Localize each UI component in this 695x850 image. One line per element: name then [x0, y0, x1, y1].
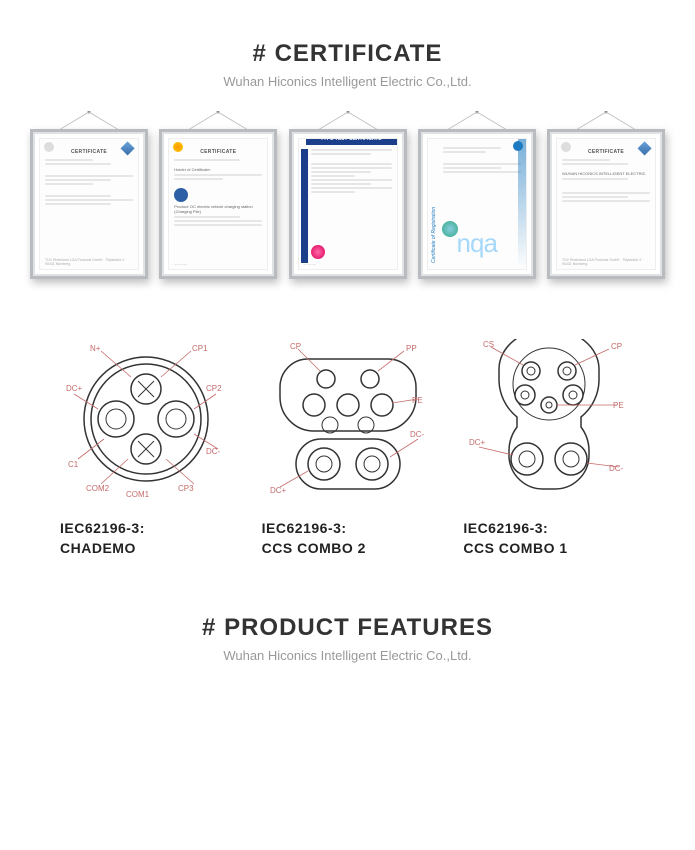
svg-text:CP: CP	[611, 342, 622, 351]
svg-text:PP: PP	[406, 344, 417, 353]
logo-circle-icon	[44, 142, 54, 152]
connector-std: IEC62196-3:	[262, 520, 347, 536]
svg-text:PE: PE	[412, 396, 423, 405]
svg-text:DC+: DC+	[66, 384, 83, 393]
svg-text:CP: CP	[290, 342, 301, 351]
svg-text:DC-: DC-	[206, 447, 221, 456]
connector-item: CP PP PE DC- DC+ IEC62196-3: CCS COMBO 2	[262, 339, 434, 558]
svg-text:DC-: DC-	[410, 430, 425, 439]
cert-heading: TYPE TEST CERTIFICATE	[306, 138, 397, 145]
connector-label: IEC62196-3: CCS COMBO 2	[262, 519, 434, 558]
connector-item: CS CP PE DC+ DC- IEC62196-3: CCS COMBO 1	[463, 339, 635, 558]
connectors-row: N+ CP1 DC+ CP2 C1 COM2 CP3 DC- COM1 IEC62196…	[0, 299, 695, 568]
certificate-inner: TYPE TEST CERTIFICATE — — —	[289, 129, 407, 279]
certificate-frame: TYPE TEST CERTIFICATE — — —	[289, 129, 407, 279]
svg-text:COM1: COM1	[126, 490, 150, 499]
certificate-paper: CERTIFICATE WUHAN HICONICS INTELLIGENT E…	[556, 138, 656, 270]
logo-circle-icon	[561, 142, 571, 152]
connector-std: IEC62196-3:	[60, 520, 145, 536]
blue-sidestrip	[301, 149, 308, 263]
certificate-frame: Certificate of Registration nqa	[418, 129, 536, 279]
certificate-subtitle: Wuhan Hiconics Intelligent Electric Co.,…	[0, 74, 695, 89]
certificate-header: # CERTIFICATE Wuhan Hiconics Intelligent…	[0, 0, 695, 99]
svg-text:COM2: COM2	[86, 484, 110, 493]
certificate-title: # CERTIFICATE	[0, 40, 695, 68]
features-title: # PRODUCT FEATURES	[0, 614, 695, 642]
svg-text:PE: PE	[613, 401, 624, 410]
certificate-inner: Certificate of Registration nqa	[418, 129, 536, 279]
cert-heading: CERTIFICATE	[174, 149, 262, 155]
svg-text:C1: C1	[68, 460, 79, 469]
connector-item: N+ CP1 DC+ CP2 C1 COM2 CP3 DC- COM1 IEC62196…	[60, 339, 232, 558]
svg-text:N+: N+	[90, 344, 101, 353]
certificate-frame: CERTIFICATE WUHAN HICONICS INTELLIGENT E…	[547, 129, 665, 279]
cert-heading: CERTIFICATE	[45, 149, 133, 155]
svg-text:CP3: CP3	[178, 484, 194, 493]
connector-name: CCS COMBO 2	[262, 540, 366, 556]
certificate-row: CERTIFICATE TÜV Rheinland LGA Products G…	[0, 99, 695, 299]
connector-label: IEC62196-3: CCS COMBO 1	[463, 519, 635, 558]
connector-diagram-ccs2: CP PP PE DC- DC+	[268, 339, 428, 499]
certificate-frame: CERTIFICATE Holder of Certificate: Produ…	[159, 129, 277, 279]
svg-text:DC+: DC+	[469, 438, 486, 447]
certificate-inner: CERTIFICATE WUHAN HICONICS INTELLIGENT E…	[547, 129, 665, 279]
certificate-inner: CERTIFICATE Holder of Certificate: Produ…	[159, 129, 277, 279]
connector-name: CCS COMBO 1	[463, 540, 567, 556]
certificate-frame: CERTIFICATE TÜV Rheinland LGA Products G…	[30, 129, 148, 279]
connector-name: CHADEMO	[60, 540, 136, 556]
seal-icon	[311, 245, 325, 259]
svg-text:CP1: CP1	[192, 344, 208, 353]
features-subtitle: Wuhan Hiconics Intelligent Electric Co.,…	[0, 648, 695, 663]
nqa-watermark: nqa	[428, 228, 526, 259]
cert-heading: CERTIFICATE	[562, 149, 650, 155]
connector-diagram-chademo: N+ CP1 DC+ CP2 C1 COM2 CP3 DC- COM1	[66, 339, 226, 499]
certificate-paper: CERTIFICATE Holder of Certificate: Produ…	[168, 138, 268, 270]
connector-diagram-ccs1: CS CP PE DC+ DC-	[469, 339, 629, 499]
features-header: # PRODUCT FEATURES Wuhan Hiconics Intell…	[0, 568, 695, 673]
svg-text:CP2: CP2	[206, 384, 222, 393]
certificate-inner: CERTIFICATE TÜV Rheinland LGA Products G…	[30, 129, 148, 279]
certificate-paper: TYPE TEST CERTIFICATE — — —	[298, 138, 398, 270]
certificate-paper: Certificate of Registration nqa	[427, 138, 527, 270]
connector-label: IEC62196-3: CHADEMO	[60, 519, 232, 558]
svg-text:DC-: DC-	[609, 464, 624, 473]
certificate-paper: CERTIFICATE TÜV Rheinland LGA Products G…	[39, 138, 139, 270]
svg-text:DC+: DC+	[270, 486, 287, 495]
svg-text:CS: CS	[483, 340, 494, 349]
connector-std: IEC62196-3:	[463, 520, 548, 536]
